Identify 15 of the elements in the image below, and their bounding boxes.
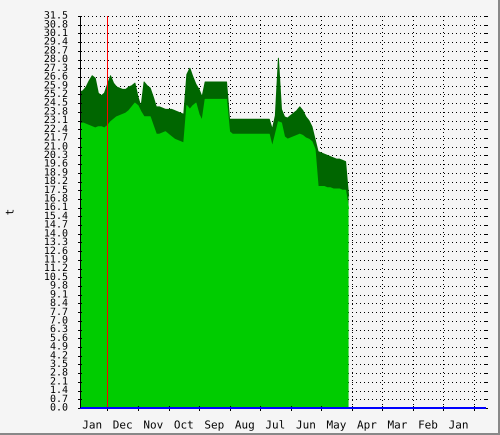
x-tick-label: Nov [143, 418, 164, 432]
x-tick-label: Aug [234, 418, 255, 432]
x-tick-label: Jul [265, 418, 286, 432]
x-tick-label: Mar [388, 418, 408, 432]
x-tick-label: Feb [418, 418, 438, 432]
x-tick-label: Oct [174, 418, 194, 432]
x-tick-label: May [326, 418, 347, 432]
x-tick-label: Jan [82, 418, 102, 432]
x-tick-label: Dec [112, 418, 133, 432]
y-tick-label: 0.0 [50, 402, 68, 414]
x-tick-label: Sep [204, 418, 224, 432]
x-tick-label: Jun [296, 418, 316, 432]
x-tick-label: Jan [448, 418, 468, 432]
x-tick-label: Apr [357, 418, 378, 432]
y-axis-title: t [3, 208, 16, 216]
